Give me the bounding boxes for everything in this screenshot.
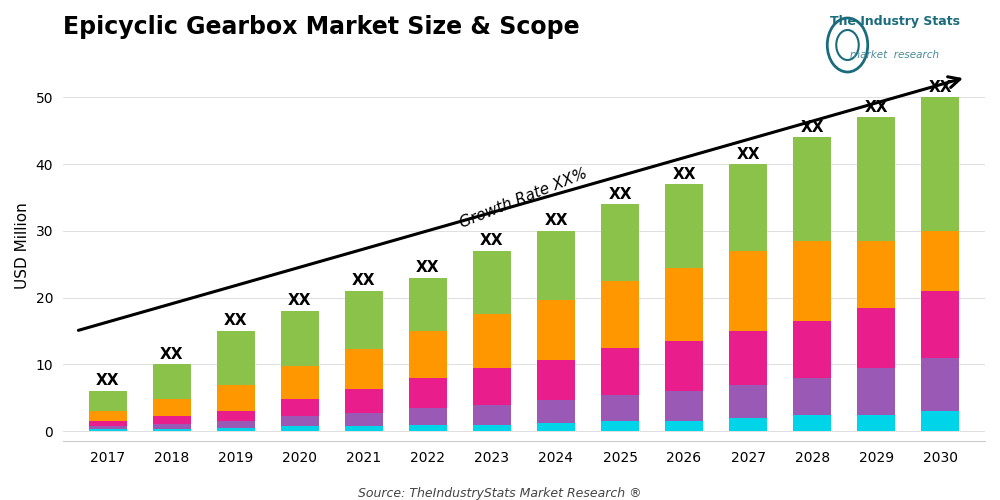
Bar — [89, 426, 127, 430]
Bar — [217, 428, 255, 432]
Bar — [409, 424, 447, 432]
Bar — [665, 268, 703, 341]
Text: Growth Rate XX%: Growth Rate XX% — [458, 166, 590, 231]
Bar — [89, 410, 127, 420]
Bar — [665, 391, 703, 421]
Bar — [601, 348, 639, 395]
Bar — [601, 281, 639, 348]
Bar — [729, 331, 767, 384]
Bar — [665, 341, 703, 391]
Bar — [921, 98, 959, 231]
Bar — [857, 414, 895, 432]
Bar — [857, 118, 895, 241]
Bar — [345, 349, 383, 389]
Bar — [665, 184, 703, 268]
Bar — [921, 358, 959, 411]
Bar — [729, 384, 767, 418]
Bar — [793, 414, 831, 432]
Bar — [473, 251, 511, 314]
Bar — [281, 366, 319, 399]
Bar — [921, 291, 959, 358]
Bar — [537, 423, 575, 432]
Bar — [665, 421, 703, 432]
Bar — [601, 394, 639, 421]
Bar — [857, 368, 895, 414]
Bar — [345, 412, 383, 426]
Bar — [857, 308, 895, 368]
Bar — [601, 204, 639, 281]
Bar — [153, 399, 191, 416]
Bar — [537, 231, 575, 300]
Text: XX: XX — [800, 120, 824, 135]
Bar — [409, 278, 447, 331]
Bar — [473, 424, 511, 432]
Bar — [153, 416, 191, 424]
Bar — [729, 164, 767, 251]
Bar — [793, 378, 831, 414]
Bar — [921, 231, 959, 291]
Bar — [409, 408, 447, 424]
Text: XX: XX — [864, 100, 888, 115]
Bar — [345, 426, 383, 432]
Bar — [153, 364, 191, 399]
Text: Source: TheIndustryStats Market Research ®: Source: TheIndustryStats Market Research… — [358, 488, 642, 500]
Bar — [793, 241, 831, 321]
Text: XX: XX — [160, 347, 184, 362]
Bar — [409, 331, 447, 378]
Bar — [281, 416, 319, 426]
Bar — [153, 430, 191, 432]
Text: XX: XX — [672, 166, 696, 182]
Bar — [217, 331, 255, 384]
Bar — [281, 311, 319, 366]
Text: Epicyclic Gearbox Market Size & Scope: Epicyclic Gearbox Market Size & Scope — [63, 15, 580, 39]
Text: XX: XX — [928, 80, 952, 94]
Bar — [473, 368, 511, 405]
Text: XX: XX — [352, 274, 376, 288]
Bar — [473, 314, 511, 368]
Bar — [281, 399, 319, 416]
Bar — [729, 418, 767, 432]
Text: XX: XX — [288, 294, 312, 308]
Bar — [345, 291, 383, 349]
Bar — [793, 138, 831, 241]
Bar — [409, 378, 447, 408]
Bar — [537, 300, 575, 360]
Text: The Industry Stats: The Industry Stats — [830, 15, 960, 28]
Bar — [89, 430, 127, 432]
Bar — [473, 404, 511, 424]
Text: XX: XX — [736, 146, 760, 162]
Bar — [537, 400, 575, 423]
Bar — [217, 421, 255, 428]
Bar — [537, 360, 575, 400]
Text: XX: XX — [224, 314, 248, 328]
Y-axis label: USD Million: USD Million — [15, 202, 30, 290]
Bar — [89, 420, 127, 426]
Text: XX: XX — [544, 214, 568, 228]
Bar — [345, 389, 383, 412]
Bar — [921, 411, 959, 432]
Text: XX: XX — [608, 186, 632, 202]
Bar — [793, 321, 831, 378]
Bar — [89, 390, 127, 410]
Bar — [281, 426, 319, 432]
Bar — [217, 411, 255, 421]
Bar — [217, 384, 255, 411]
Text: XX: XX — [96, 373, 119, 388]
Bar — [601, 421, 639, 432]
Text: XX: XX — [416, 260, 440, 275]
Bar — [153, 424, 191, 430]
Bar — [729, 251, 767, 331]
Text: XX: XX — [480, 234, 504, 248]
Bar — [857, 241, 895, 308]
Text: market  research: market research — [850, 50, 940, 60]
